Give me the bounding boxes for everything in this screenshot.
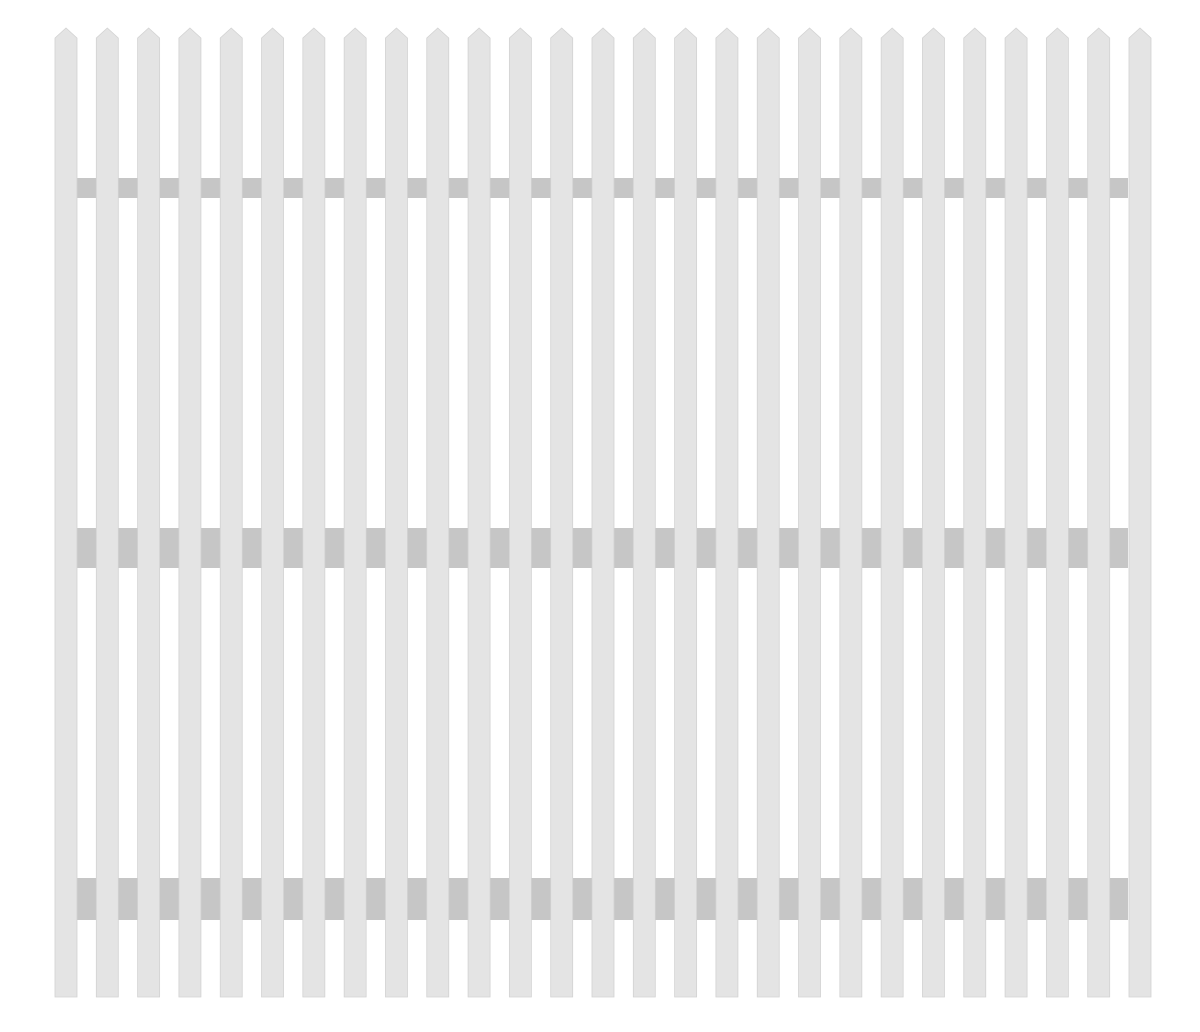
fence-picket: [508, 27, 532, 998]
fence-picket: [1128, 27, 1152, 998]
fence-picket: [467, 27, 491, 998]
fence-picket: [178, 27, 202, 998]
fence-picket: [550, 27, 574, 998]
fence-picket: [137, 27, 161, 998]
fence-picket: [343, 27, 367, 998]
fence-picket: [1004, 27, 1028, 998]
fence-picket: [302, 27, 326, 998]
fence-picket: [674, 27, 698, 998]
fence-picket: [715, 27, 739, 998]
fence-picket: [756, 27, 780, 998]
fence-picket: [385, 27, 408, 998]
fence-picket: [95, 27, 119, 998]
fence-picket: [963, 27, 987, 998]
fence-picket: [922, 27, 945, 998]
fence-picket: [798, 27, 821, 998]
fence-picket: [839, 27, 863, 998]
fence-picket: [54, 27, 78, 998]
fence-pickets: [54, 27, 1152, 998]
fence-picket: [219, 27, 243, 998]
fence-picket: [1087, 27, 1111, 998]
fence-picket: [591, 27, 615, 998]
fence-picket: [880, 27, 904, 998]
fence-picket: [1045, 27, 1069, 998]
fence-picket: [632, 27, 656, 998]
fence-picket: [261, 27, 284, 998]
fence-picket: [426, 27, 450, 998]
